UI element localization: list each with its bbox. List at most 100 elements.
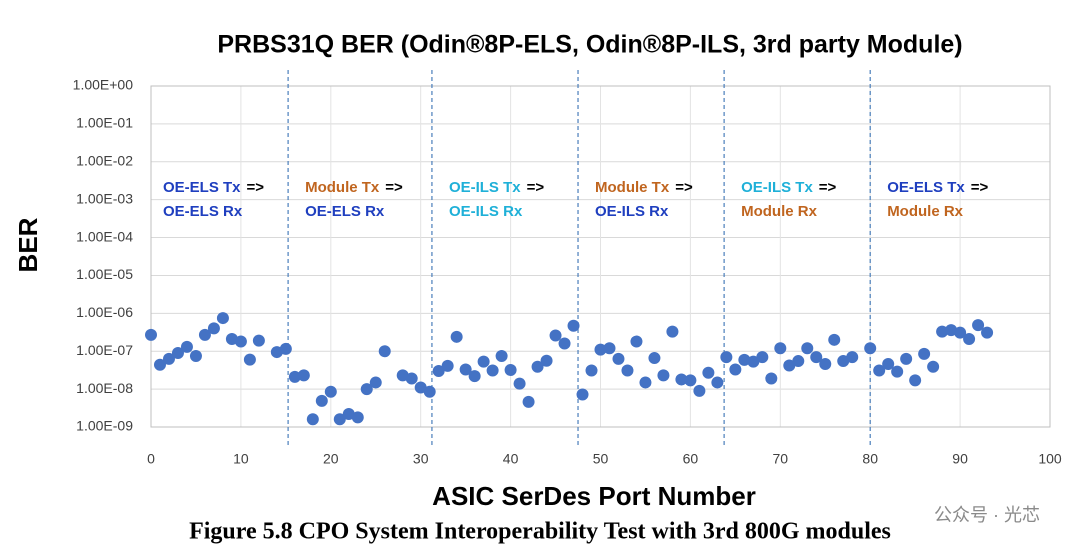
data-point: [594, 343, 607, 356]
data-point: [459, 363, 472, 376]
tx-label: Module Tx: [305, 179, 380, 196]
data-point: [189, 349, 202, 362]
data-point: [486, 364, 499, 377]
data-point: [324, 385, 337, 398]
data-point: [846, 351, 859, 364]
tx-label: OE-ELS Tx: [887, 179, 965, 196]
data-point: [495, 349, 508, 362]
annotation-rx: Module Rx: [887, 203, 963, 220]
figure-caption: Figure 5.8 CPO System Interoperability T…: [189, 519, 891, 545]
y-tick-label: 1.00E-06: [76, 304, 133, 320]
x-tick-label: 80: [862, 451, 878, 467]
x-tick-label: 60: [683, 451, 699, 467]
annotation-rx: OE-ILS Rx: [595, 203, 669, 220]
arrow: =>: [385, 179, 403, 196]
data-point: [252, 334, 265, 347]
data-point: [297, 369, 310, 382]
data-point: [891, 365, 904, 378]
arrow: =>: [247, 179, 265, 196]
y-axis-label: BER: [13, 217, 43, 272]
x-tick-label: 90: [952, 451, 968, 467]
data-point: [405, 372, 418, 385]
data-point: [936, 325, 949, 338]
data-point: [648, 352, 661, 365]
annotation-tx: OE-ELS Tx =>: [163, 179, 264, 196]
data-point: [612, 352, 625, 365]
y-tick-label: 1.00E-01: [76, 115, 133, 131]
data-point: [603, 342, 616, 355]
data-point: [477, 355, 490, 368]
data-point: [180, 340, 193, 353]
data-point: [171, 346, 184, 359]
x-tick-label: 0: [147, 451, 155, 467]
data-point: [360, 383, 373, 396]
x-tick-label: 20: [323, 451, 339, 467]
data-point: [441, 359, 454, 372]
tx-label: Module Tx: [595, 179, 670, 196]
data-point: [783, 359, 796, 372]
annotation-rx: Module Rx: [741, 203, 817, 220]
data-point: [900, 352, 913, 365]
x-tick-label: 70: [773, 451, 789, 467]
arrow: =>: [971, 179, 989, 196]
annotation-tx: OE-ILS Tx =>: [449, 179, 544, 196]
data-point: [207, 322, 220, 335]
data-point: [198, 328, 211, 341]
data-point: [576, 388, 589, 401]
y-tick-label: 1.00E-02: [76, 152, 133, 168]
data-point: [684, 374, 697, 387]
data-point: [810, 351, 823, 364]
data-point: [378, 345, 391, 358]
data-point: [828, 333, 841, 346]
plot-border: [150, 85, 1051, 428]
data-point: [774, 342, 787, 355]
data-point: [729, 363, 742, 376]
data-point: [765, 372, 778, 385]
data-point: [927, 360, 940, 373]
annotation-rx: OE-ELS Rx: [163, 203, 243, 220]
data-point: [531, 360, 544, 373]
arrow: =>: [675, 179, 693, 196]
data-point: [972, 319, 985, 332]
y-tick-label: 1.00E-07: [76, 342, 133, 358]
data-point: [639, 376, 652, 389]
data-point: [873, 364, 886, 377]
tx-label: OE-ELS Tx: [163, 179, 241, 196]
data-point: [145, 328, 157, 341]
watermark: 公众号 · 光芯: [934, 505, 1040, 525]
data-point: [837, 355, 850, 368]
data-point: [819, 357, 832, 370]
data-point: [549, 329, 562, 342]
data-point: [792, 355, 805, 368]
data-point: [918, 347, 931, 360]
data-point: [423, 385, 436, 398]
data-point: [432, 365, 445, 378]
data-point: [414, 381, 427, 394]
data-point: [801, 342, 814, 355]
data-point: [162, 352, 175, 365]
data-point: [369, 376, 382, 389]
x-tick-label: 40: [503, 451, 519, 467]
chart-title: PRBS31Q BER (Odin®8P-ELS, Odin®8P-ILS, 3…: [217, 31, 962, 59]
data-point: [216, 312, 229, 325]
data-point: [333, 413, 346, 426]
data-point: [315, 394, 328, 407]
x-axis-label: ASIC SerDes Port Number: [432, 481, 756, 511]
data-point: [909, 374, 922, 387]
annotation-rx: OE-ELS Rx: [305, 203, 385, 220]
data-point: [675, 373, 688, 386]
data-point: [234, 335, 247, 348]
annotation-tx: OE-ELS Tx =>: [887, 179, 988, 196]
data-point: [585, 364, 598, 377]
data-point: [693, 384, 706, 397]
x-tick-label: 100: [1038, 451, 1062, 467]
data-point: [522, 395, 535, 408]
data-point: [621, 364, 634, 377]
data-point: [306, 413, 319, 426]
data-point: [756, 351, 769, 364]
data-point: [504, 363, 517, 376]
data-point: [288, 370, 301, 383]
tx-label: OE-ILS Tx: [449, 179, 521, 196]
data-point: [945, 324, 958, 337]
